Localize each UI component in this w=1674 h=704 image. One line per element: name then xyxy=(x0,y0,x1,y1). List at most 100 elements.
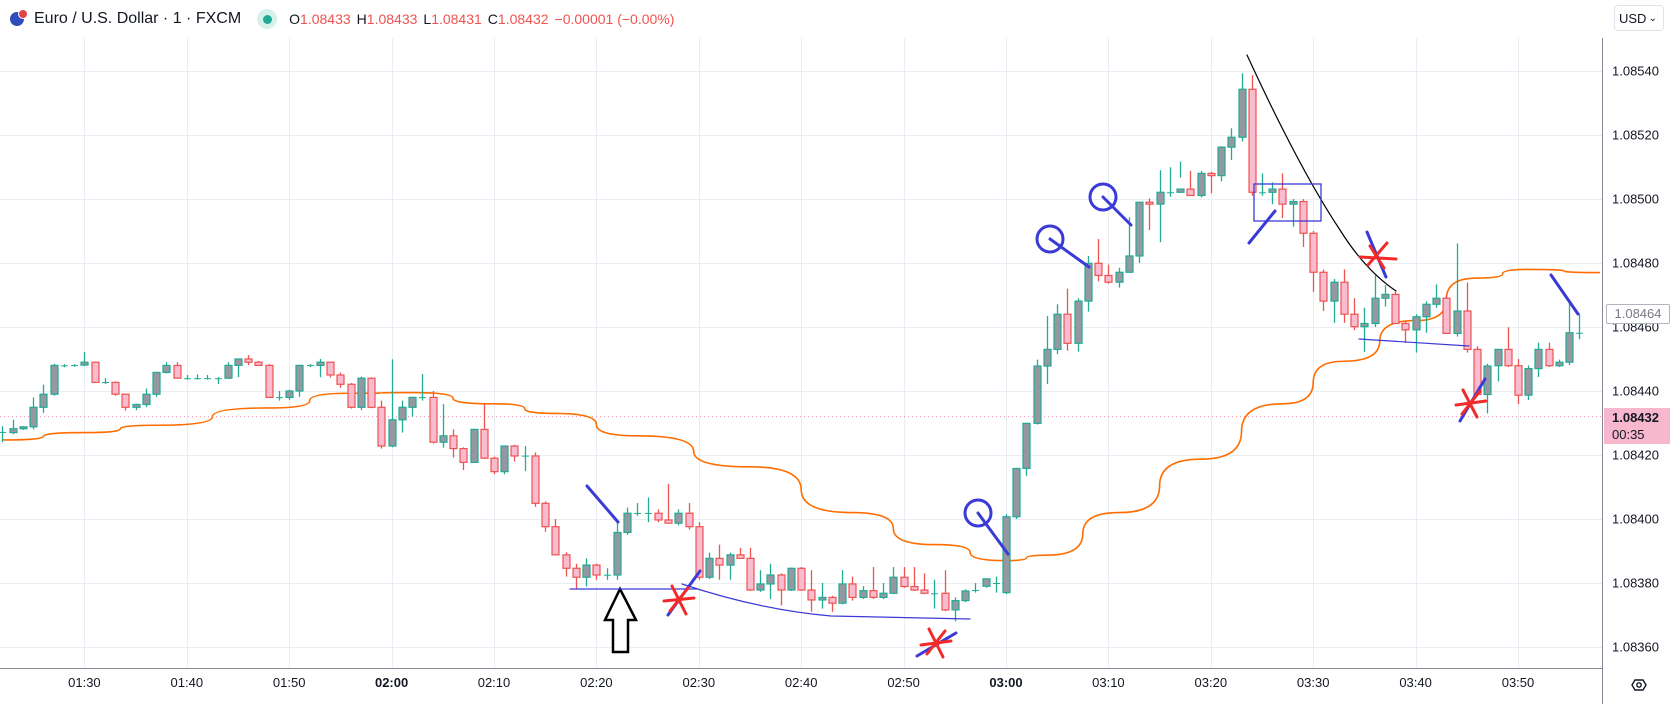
candle-up xyxy=(756,570,765,592)
candle-body xyxy=(1259,192,1266,194)
support-line-drawing[interactable] xyxy=(1358,338,1470,347)
candle-down xyxy=(1186,170,1195,197)
time-tick-label: 03:50 xyxy=(1501,675,1535,690)
black-arrow-up-drawing[interactable] xyxy=(603,586,639,654)
open-label: O xyxy=(289,11,301,27)
candle-body xyxy=(889,576,898,594)
candle-body xyxy=(910,585,919,591)
candle-up xyxy=(0,426,6,443)
candle-body xyxy=(173,364,182,379)
candle-down xyxy=(910,567,919,591)
time-tick-label: 02:50 xyxy=(887,675,920,690)
eurusd-flag-icon xyxy=(10,9,28,26)
candle-down xyxy=(1299,199,1308,247)
candle-up xyxy=(1115,267,1124,288)
market-open-status-icon[interactable] xyxy=(257,9,278,29)
currency-select[interactable]: USD ⌄ xyxy=(1614,5,1664,31)
candle-up xyxy=(993,576,1000,593)
time-tick-label: 01:50 xyxy=(272,675,306,690)
candle-body xyxy=(838,583,847,604)
candle-down xyxy=(326,361,335,378)
candle-body xyxy=(1401,322,1410,331)
red-star-marker[interactable] xyxy=(662,584,696,616)
candle-up xyxy=(674,509,683,526)
candle-up xyxy=(705,552,714,580)
candle-body xyxy=(695,526,704,578)
candle-up xyxy=(931,579,938,609)
low-value: 1.08431 xyxy=(431,11,482,27)
candle-body xyxy=(807,589,816,601)
candle-body xyxy=(204,378,211,380)
candle-body xyxy=(972,590,979,592)
candle-down xyxy=(941,570,950,612)
candle-down xyxy=(828,595,837,612)
candle-up xyxy=(29,397,38,430)
candle-up xyxy=(982,578,991,588)
blue-curve-drawing[interactable] xyxy=(681,583,971,620)
symbol-title[interactable]: Euro / U.S. Dollar · 1 · FXCM xyxy=(34,10,242,27)
candle-body xyxy=(879,592,888,598)
time-tick-label: 02:20 xyxy=(580,675,613,690)
eye-settings-icon[interactable] xyxy=(1630,676,1648,694)
candle-down xyxy=(1340,269,1349,323)
blue-pointer-line[interactable] xyxy=(976,511,1010,556)
candle-body xyxy=(1197,172,1206,197)
candle-body xyxy=(531,455,540,504)
candle-body xyxy=(184,378,191,380)
candle-up xyxy=(889,567,898,595)
candle-body xyxy=(551,526,560,556)
candle-body xyxy=(931,593,938,595)
candle-body xyxy=(1227,136,1236,148)
change-value: −0.00001 (−0.00%) xyxy=(554,11,675,27)
candle-down xyxy=(654,509,663,523)
candle-body xyxy=(961,590,970,602)
red-star-marker[interactable] xyxy=(919,627,953,659)
candle-body xyxy=(756,583,765,591)
blue-circle-marker[interactable] xyxy=(1088,182,1118,212)
rectangle-drawing[interactable] xyxy=(1253,183,1322,222)
candle-body xyxy=(726,554,735,566)
candle-body xyxy=(1576,332,1583,334)
black-trend-curve-drawing[interactable] xyxy=(1246,54,1397,292)
candle-up xyxy=(1043,316,1052,384)
candle-up xyxy=(1074,298,1083,352)
candle-body xyxy=(347,383,356,408)
candle-up xyxy=(1268,182,1277,205)
candle-body xyxy=(480,428,489,459)
time-tick-label: 03:30 xyxy=(1296,675,1330,690)
blue-pointer-line[interactable] xyxy=(1048,237,1091,269)
blue-circle-marker[interactable] xyxy=(963,498,993,528)
candle-down xyxy=(347,383,356,409)
blue-slash-drawing[interactable] xyxy=(1247,209,1277,245)
candle-body xyxy=(1391,293,1400,325)
candle-body xyxy=(419,397,426,399)
candle-body xyxy=(1319,271,1328,302)
red-star-marker[interactable] xyxy=(1358,241,1398,270)
price-tick-label: 1.08480 xyxy=(1612,255,1659,271)
candle-body xyxy=(1238,88,1247,138)
candle-down xyxy=(490,456,499,475)
candle-down xyxy=(1391,291,1400,325)
candle-up xyxy=(879,583,888,599)
blue-pointer-line[interactable] xyxy=(1101,195,1133,227)
candle-up xyxy=(787,567,796,591)
candle-down xyxy=(900,567,909,588)
drawings[interactable] xyxy=(569,54,1580,659)
candle-body xyxy=(29,406,38,428)
candle-body xyxy=(604,574,611,576)
blue-slash-drawing[interactable] xyxy=(585,484,620,524)
blue-slash-drawing[interactable] xyxy=(1549,273,1580,316)
chevron-down-icon: ⌄ xyxy=(1648,12,1657,24)
candle-body xyxy=(388,419,397,447)
candle-up xyxy=(613,520,622,580)
red-star-marker[interactable] xyxy=(1454,388,1488,419)
blue-circle-marker[interactable] xyxy=(1035,224,1065,254)
time-tick-label: 02:30 xyxy=(682,675,716,690)
price-tick-label: 1.08440 xyxy=(1612,383,1659,399)
price-tick-label: 1.08400 xyxy=(1612,511,1659,527)
candle-body xyxy=(398,406,407,421)
candle-body xyxy=(623,512,632,534)
candle-body xyxy=(1248,88,1257,193)
candle-down xyxy=(1463,282,1472,353)
